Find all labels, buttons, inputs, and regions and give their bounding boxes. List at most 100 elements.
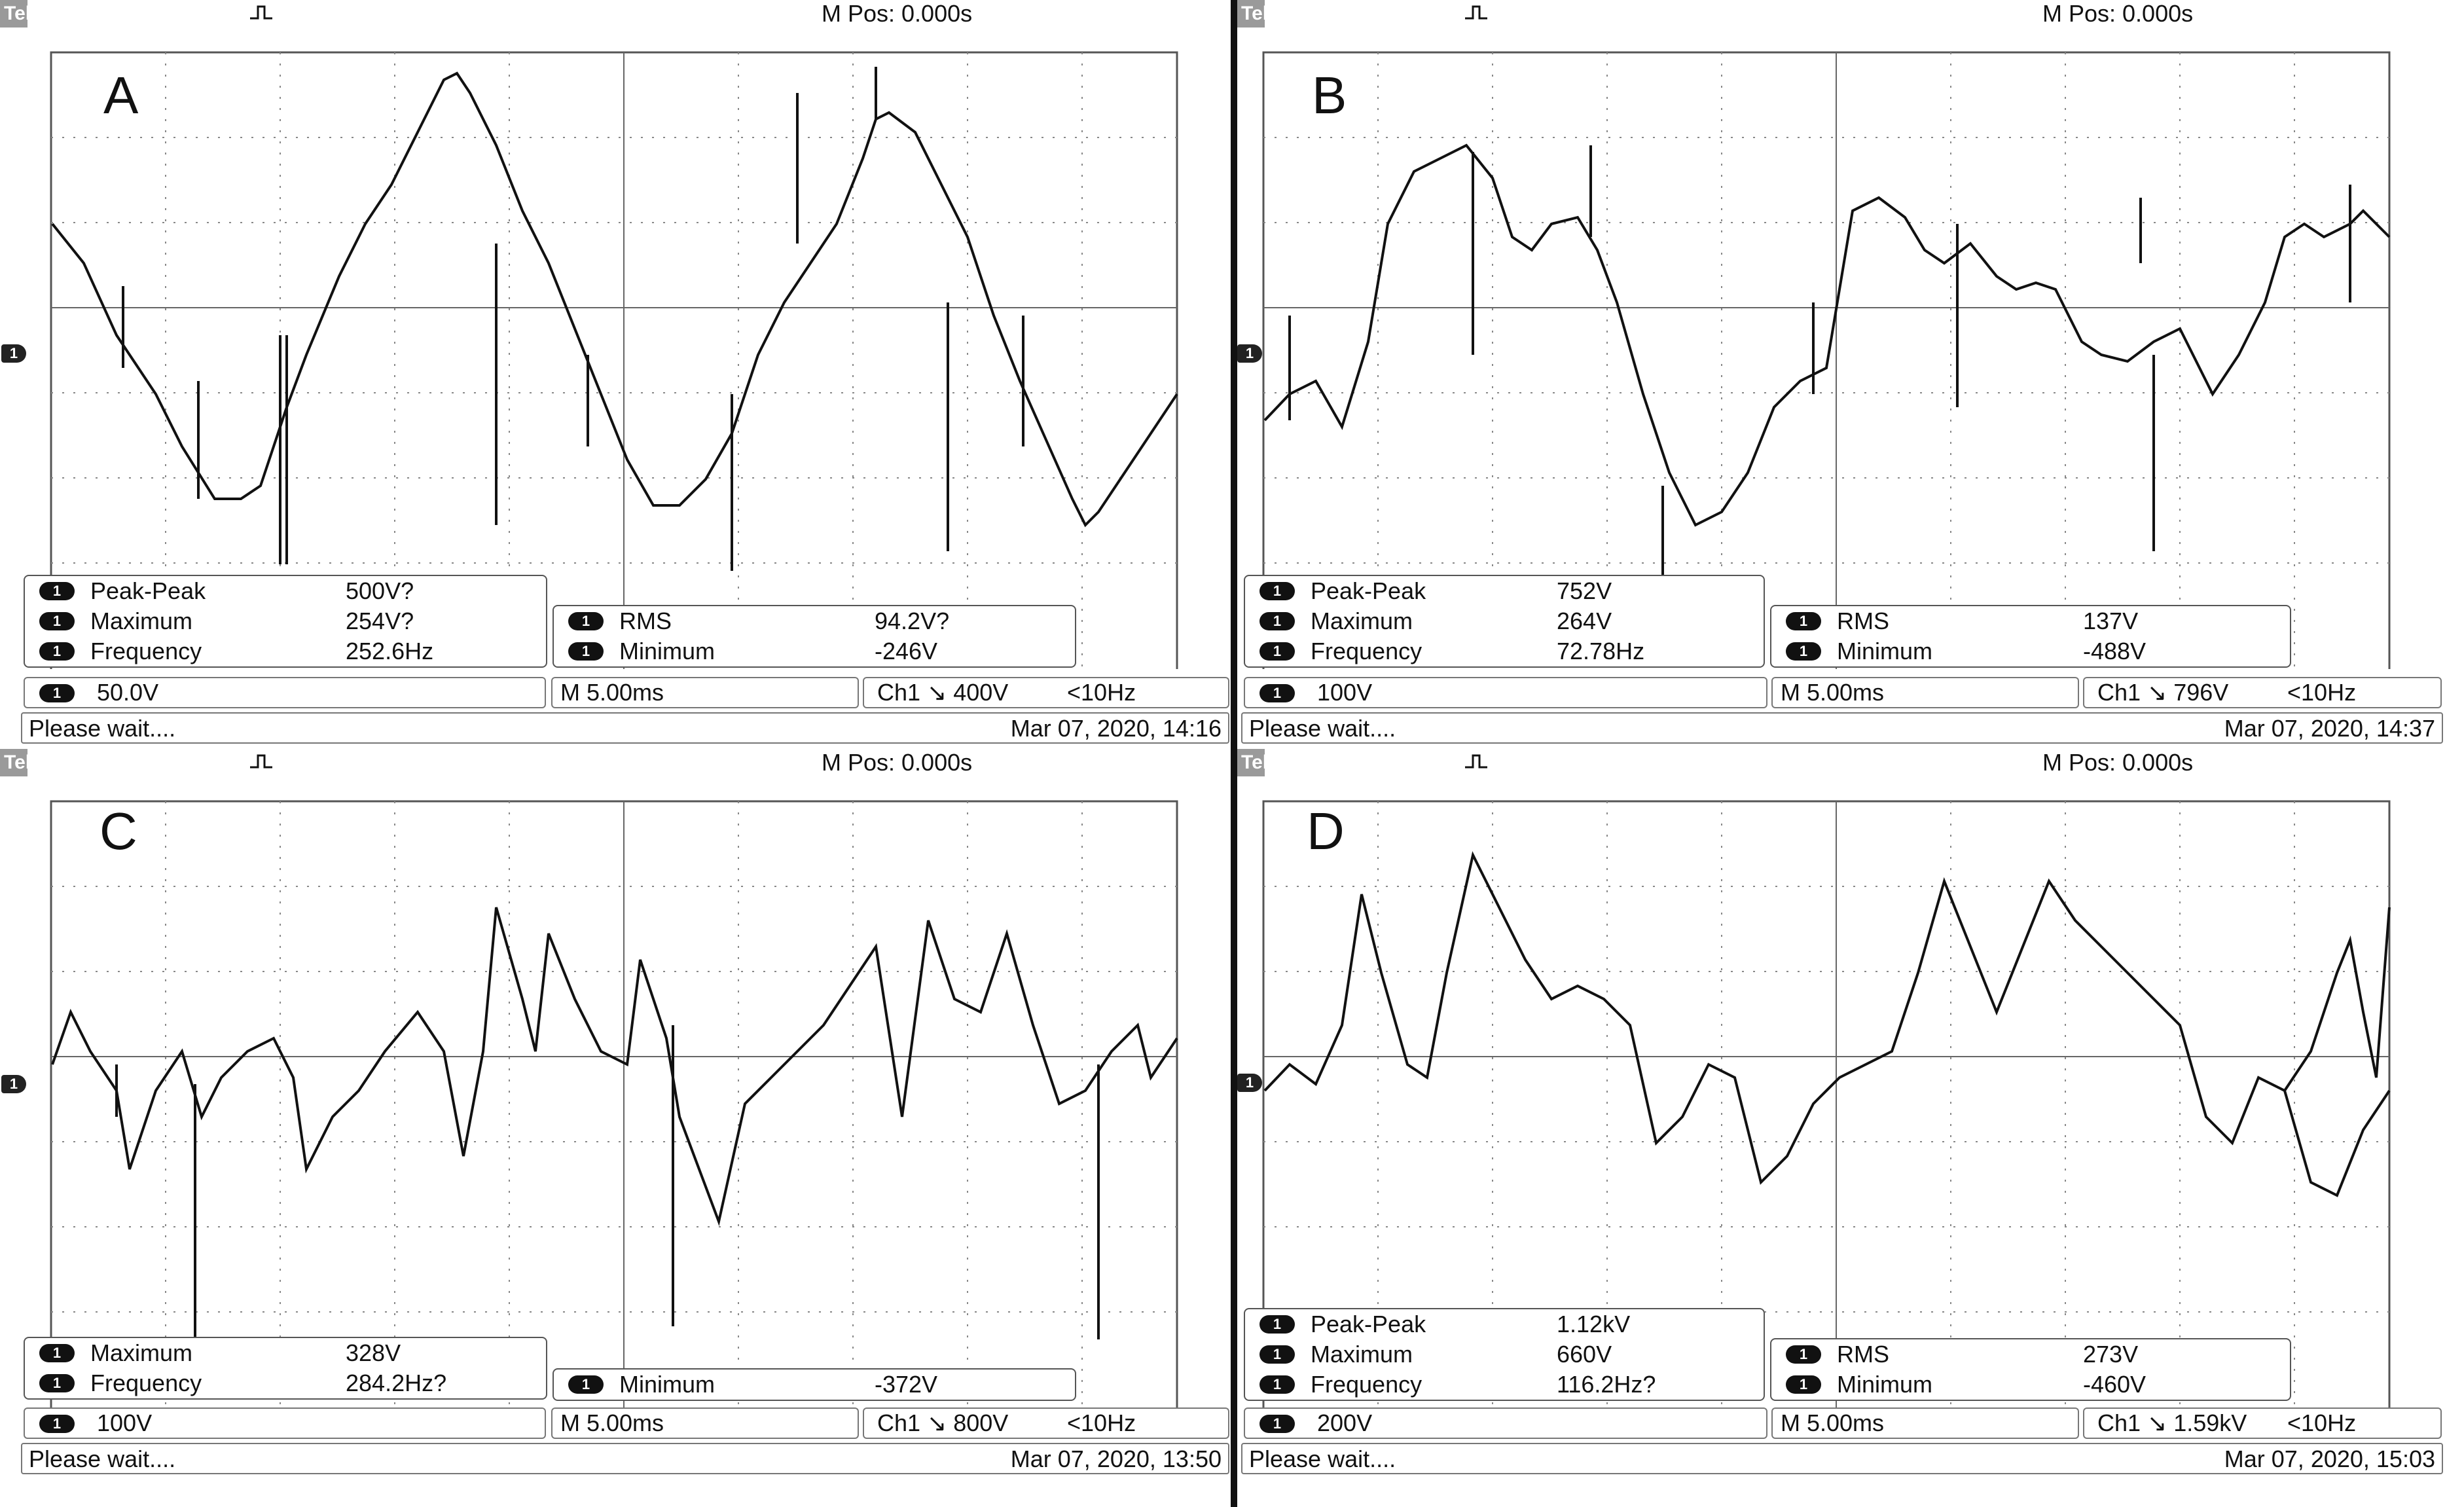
measurement-box-left: 1 Maximum 328V 1 Frequency 284.2Hz?: [24, 1337, 547, 1400]
timebase-value: M 5.00ms: [1781, 1409, 1885, 1436]
trigger-level: Ch1 ↘ 400V: [877, 679, 1009, 706]
volts-per-div: 100V: [1317, 679, 1373, 706]
tek-logo: Tek: [0, 0, 36, 27]
waveform-display: [25, 776, 1190, 1418]
trigger-level: Ch1 ↘ 800V: [877, 1409, 1009, 1436]
channel-pill: 1: [568, 642, 604, 661]
status-message: Please wait....: [29, 715, 176, 742]
measurement-name: RMS: [1837, 1341, 1889, 1368]
channel-pill: 1: [1259, 582, 1295, 600]
measurement-value: 137V: [2083, 608, 2139, 634]
trigger-edge-icon: [1465, 5, 1487, 20]
channel-1-marker: 1: [1237, 1074, 1262, 1092]
measurement-name: Frequency: [90, 638, 202, 664]
channel-pill: 1: [39, 612, 75, 630]
measurement-name: Frequency: [1311, 1371, 1422, 1398]
horizontal-position-readout: M Pos: 0.000s: [822, 749, 973, 776]
top-bar: Tek M Pos: 0.000s: [0, 0, 1231, 27]
status-message: Please wait....: [1249, 715, 1396, 742]
graticule-grid: [50, 51, 1178, 669]
measurement-name: RMS: [619, 608, 672, 634]
channel-pill: 1: [568, 612, 604, 630]
trigger-edge-icon: [250, 754, 272, 769]
trigger-readout: Ch1 ↘ 800V <10Hz: [863, 1407, 1229, 1439]
measurement-box-left: 1 Peak-Peak 1.12kV 1 Maximum 660V 1 Frequency…: [1244, 1308, 1765, 1401]
measurement-value: 1.12kV: [1557, 1311, 1631, 1337]
channel-pill: 1: [1259, 684, 1295, 702]
channel-pill: 1: [39, 1344, 75, 1362]
measurement-value: 254V?: [346, 608, 414, 634]
measurement-name: Maximum: [1311, 1341, 1413, 1368]
measurement-name: Maximum: [1311, 608, 1413, 634]
tek-logo: Tek: [1237, 0, 1273, 27]
channel-pill: 1: [39, 1415, 75, 1433]
trigger-frequency: <10Hz: [2287, 1409, 2357, 1436]
measurement-box-right: 1 Minimum -372V: [553, 1368, 1076, 1401]
measurement-value: -488V: [2083, 638, 2147, 664]
volts-per-div: 200V: [1317, 1409, 1373, 1436]
graticule-grid: [50, 800, 1178, 1418]
trigger-edge-icon: [1465, 754, 1487, 769]
measurement-name: Maximum: [90, 1339, 193, 1366]
channel-pill: 1: [1259, 642, 1295, 661]
channel-pill: 1: [568, 1375, 604, 1394]
measurement-value: 328V: [346, 1339, 401, 1366]
channel-pill: 1: [1259, 612, 1295, 630]
scope-screen-c: Tek M Pos: 0.000s C 1 1 Maximum 328V 1 Freq…: [0, 749, 1231, 1507]
measurement-value: 116.2Hz?: [1557, 1371, 1656, 1398]
channel-pill: 1: [39, 582, 75, 600]
trigger-frequency: <10Hz: [1067, 1409, 1136, 1436]
trigger-edge-icon: [250, 5, 272, 20]
channel-pill: 1: [1786, 1345, 1821, 1364]
measurement-box-right: 1 RMS 273V 1 Minimum -460V: [1770, 1338, 2291, 1401]
channel-pill: 1: [1259, 1315, 1295, 1334]
top-bar: Tek M Pos: 0.000s: [1237, 0, 2464, 27]
measurement-name: Frequency: [90, 1370, 202, 1396]
date-time: Mar 07, 2020, 13:50: [1010, 1445, 1222, 1472]
channel-pill: 1: [1259, 1375, 1295, 1394]
channel-pill: 1: [1786, 1375, 1821, 1394]
trigger-level: Ch1 ↘ 796V: [2097, 679, 2229, 706]
measurement-name: Minimum: [1837, 1371, 1933, 1398]
measurement-box-right: 1 RMS 94.2V? 1 Minimum -246V: [553, 605, 1076, 668]
status-message: Please wait....: [1249, 1445, 1396, 1472]
panel-label: D: [1307, 802, 1345, 860]
trigger-readout: Ch1 ↘ 1.59kV <10Hz: [2083, 1407, 2442, 1439]
timebase-readout: M 5.00ms: [551, 1407, 859, 1439]
channel-pill: 1: [1786, 642, 1821, 661]
vertical-scale-readout: 1 200V: [1244, 1407, 1767, 1439]
measurement-value: 752V: [1557, 577, 1612, 604]
channel-pill: 1: [1786, 612, 1821, 630]
message-bar: Please wait.... Mar 07, 2020, 14:37: [1241, 712, 2443, 744]
date-time: Mar 07, 2020, 14:16: [1010, 715, 1222, 742]
message-bar: Please wait.... Mar 07, 2020, 13:50: [21, 1443, 1229, 1474]
scope-screen-b: Tek M Pos: 0.000s B 1 1 Peak-Peak 752V 1 Ma…: [1237, 0, 2464, 746]
channel-pill: 1: [39, 642, 75, 661]
timebase-value: M 5.00ms: [1781, 679, 1885, 706]
horizontal-position-readout: M Pos: 0.000s: [2042, 0, 2194, 27]
measurement-name: Minimum: [619, 1371, 716, 1398]
measurement-value: 500V?: [346, 577, 414, 604]
measurement-value: 264V: [1557, 608, 1612, 634]
measurement-value: 284.2Hz?: [346, 1370, 447, 1396]
measurement-value: -246V: [875, 638, 938, 664]
channel-1-marker: 1: [1, 344, 26, 363]
date-time: Mar 07, 2020, 14:37: [2224, 715, 2435, 742]
waveform-display: [25, 27, 1190, 669]
measurement-value: 252.6Hz: [346, 638, 434, 664]
measurement-box-left: 1 Peak-Peak 500V? 1 Maximum 254V? 1 Frequency…: [24, 575, 547, 668]
panel-label: B: [1312, 66, 1347, 124]
vertical-scale-readout: 1 50.0V: [24, 677, 546, 708]
timebase-readout: M 5.00ms: [551, 677, 859, 708]
channel-pill: 1: [1259, 1415, 1295, 1433]
horizontal-position-readout: M Pos: 0.000s: [2042, 749, 2194, 776]
measurement-name: Peak-Peak: [1311, 1311, 1426, 1337]
measurement-name: Maximum: [90, 608, 193, 634]
vertical-scale-readout: 1 100V: [24, 1407, 546, 1439]
measurement-name: Peak-Peak: [90, 577, 206, 604]
measurement-value: 660V: [1557, 1341, 1612, 1368]
panel-label: A: [103, 66, 139, 124]
measurement-box-right: 1 RMS 137V 1 Minimum -488V: [1770, 605, 2291, 668]
measurement-value: 94.2V?: [875, 608, 950, 634]
